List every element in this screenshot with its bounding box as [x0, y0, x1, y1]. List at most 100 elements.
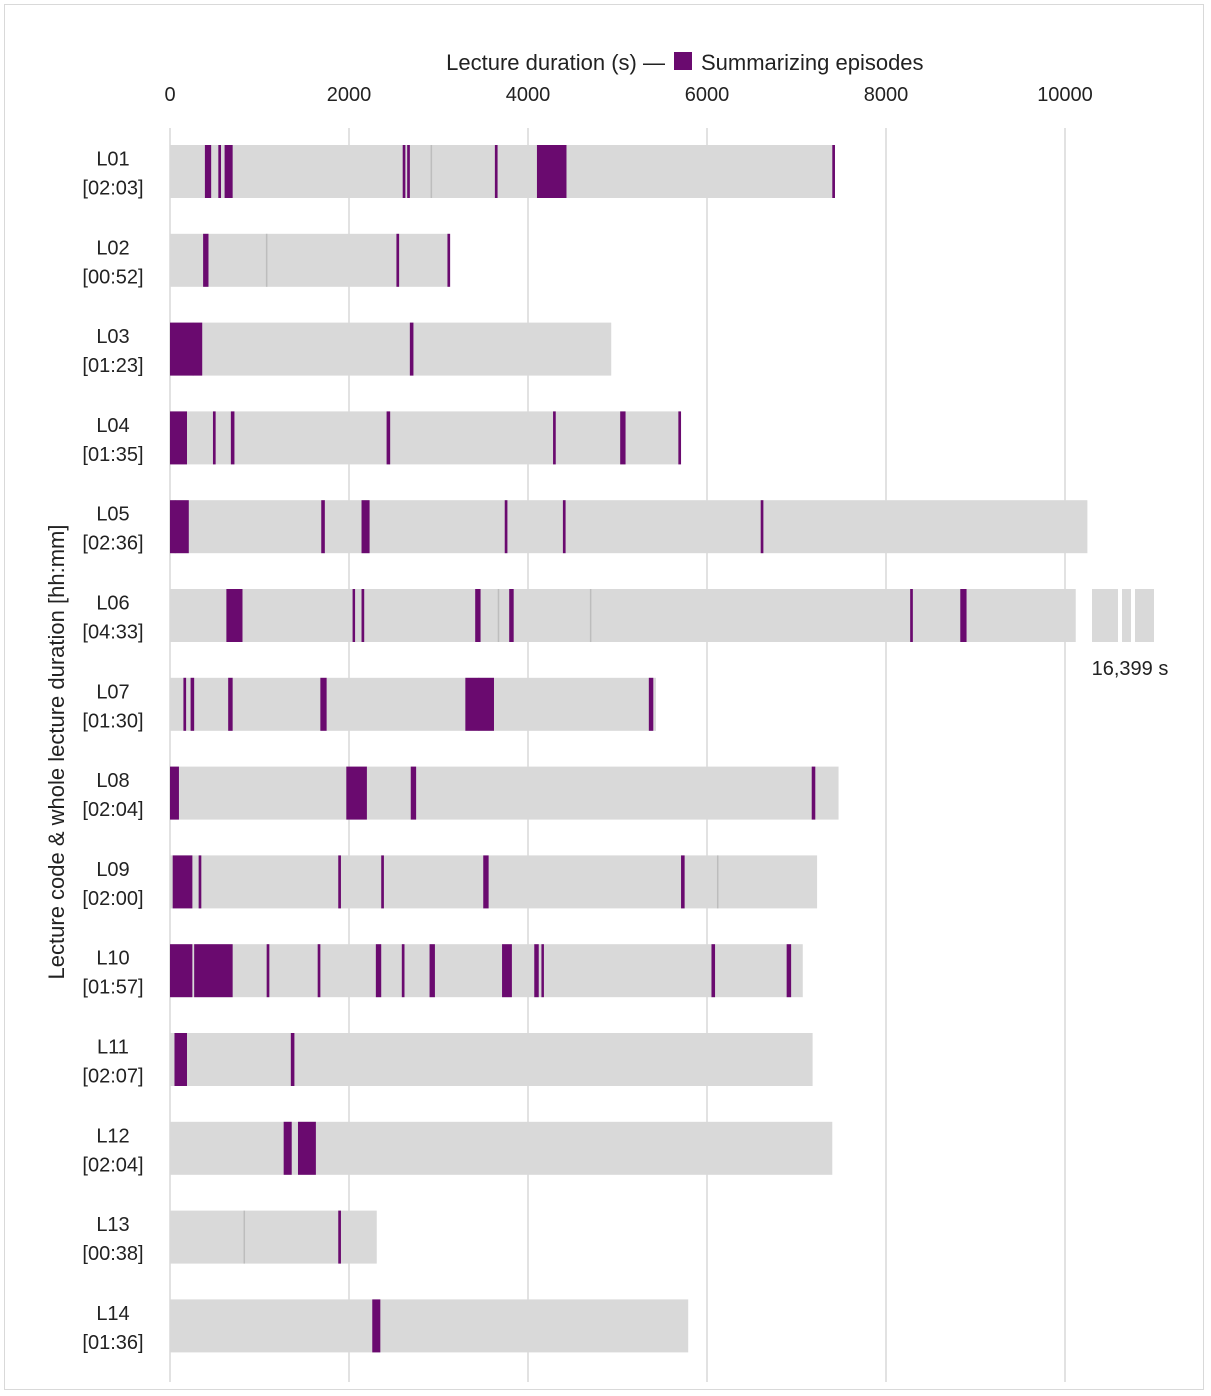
summarizing-episode [494, 145, 498, 198]
summarizing-episode [338, 855, 341, 909]
segment-separator [716, 855, 719, 909]
lecture-bar-continuation [1092, 589, 1118, 642]
lecture-duration-label: [00:52] [82, 266, 143, 288]
summarizing-episode [183, 677, 187, 731]
lecture-bar [170, 1210, 377, 1264]
summarizing-episode [317, 944, 321, 998]
summarizing-episode [832, 145, 835, 198]
summarizing-episode [224, 145, 233, 198]
lecture-code: L04 [96, 415, 129, 437]
lecture-bar [170, 322, 612, 376]
summarizing-episode [502, 944, 512, 998]
summarizing-episode [401, 944, 405, 998]
summarizing-episode [509, 589, 514, 642]
lecture-code: L06 [96, 593, 129, 615]
summarizing-episode [711, 944, 716, 998]
summarizing-episode [541, 944, 544, 998]
summarizing-episode [266, 944, 270, 998]
lecture-row-L08 [170, 766, 839, 820]
legend-swatch [674, 52, 692, 70]
summarizing-episode [381, 855, 384, 909]
lecture-bar [170, 500, 1088, 554]
lecture-row-L04 [170, 411, 682, 465]
lecture-code: L08 [96, 770, 129, 792]
summarizing-episode [409, 322, 414, 376]
summarizing-episode [226, 589, 243, 642]
summarizing-episode [170, 944, 193, 998]
summarizing-episode [786, 944, 792, 998]
segment-separator [589, 589, 592, 642]
lecture-bar [170, 145, 835, 198]
summarizing-episode [447, 233, 451, 287]
lecture-row-L06: 16,399 s [170, 589, 1168, 680]
lecture-duration-label: [02:36] [82, 533, 143, 555]
summarizing-episode [483, 855, 489, 909]
segment-separator [497, 589, 500, 642]
summarizing-episode [194, 944, 233, 998]
y-axis-label: Lecture code & whole lecture duration [h… [44, 525, 69, 980]
summarizing-episode [228, 677, 233, 731]
summarizing-episode [402, 145, 406, 198]
summarizing-episode [910, 589, 913, 642]
summarizing-episode [760, 500, 764, 554]
lecture-code: L02 [96, 237, 129, 259]
segment-separator [243, 1210, 246, 1264]
lecture-duration-label: [00:38] [82, 1243, 143, 1265]
lecture-code: L05 [96, 504, 129, 526]
chart-title: Lecture duration (s) — [446, 50, 665, 75]
summarizing-episode [960, 589, 967, 642]
summarizing-episode [361, 500, 370, 554]
lecture-bar [170, 1033, 813, 1086]
lecture-row-L11 [170, 1033, 813, 1086]
summarizing-episode [352, 589, 356, 642]
summarizing-episode [648, 677, 654, 731]
x-tick-label: 6000 [685, 84, 730, 106]
x-axis-ticks: 0 2000 4000 6000 8000 10000 [164, 84, 1092, 106]
summarizing-episode [386, 411, 391, 465]
lecture-bar-continuation [1122, 589, 1131, 642]
lecture-row-L03 [170, 322, 612, 376]
lecture-bar [170, 1121, 833, 1175]
summarizing-episode [534, 944, 539, 998]
lecture-duration-label: [04:33] [82, 622, 143, 644]
lecture-bar-continuation [1135, 589, 1154, 642]
lecture-row-L10 [170, 944, 803, 998]
lecture-duration-label: [02:04] [82, 1154, 143, 1176]
summarizing-episode [346, 766, 367, 820]
summarizing-episode [170, 766, 179, 820]
summarizing-episode [811, 766, 816, 820]
lecture-duration-label: [01:30] [82, 710, 143, 732]
lecture-bar [170, 677, 656, 731]
lecture-duration-label: [02:03] [82, 178, 143, 200]
summarizing-episode [562, 500, 566, 554]
summarizing-episode [212, 411, 216, 465]
x-tick-label: 10000 [1037, 84, 1093, 106]
lecture-code: L11 [97, 1037, 129, 1059]
summarizing-episode [553, 411, 556, 465]
lecture-row-L02 [170, 233, 451, 287]
summarizing-episode [198, 855, 202, 909]
lecture-bar [170, 855, 818, 909]
bars: 16,399 s [170, 145, 1168, 1353]
summarizing-episode [320, 677, 327, 731]
lecture-bar [170, 411, 681, 465]
summarizing-episode [407, 145, 410, 198]
summarizing-episode [681, 855, 685, 909]
summarizing-episode [321, 500, 325, 554]
lecture-code: L09 [96, 859, 129, 881]
summarizing-episode [203, 233, 209, 287]
lecture-duration-label: [01:36] [82, 1332, 143, 1354]
lecture-row-L09 [170, 855, 818, 909]
summarizing-episode [536, 145, 567, 198]
summarizing-episode [174, 1033, 188, 1086]
summarizing-episode [396, 233, 400, 287]
summarizing-episode [410, 766, 417, 820]
x-tick-label: 4000 [506, 84, 551, 106]
lecture-code: L03 [96, 326, 129, 348]
lecture-duration-label: [01:35] [82, 444, 143, 466]
summarizing-episode [170, 411, 188, 465]
y-axis-categories: L01 [02:03] L02 [00:52] L03 [01:23] L04 [01:35]… [82, 149, 143, 1354]
lecture-row-L14 [170, 1299, 689, 1353]
summarizing-episode [620, 411, 626, 465]
